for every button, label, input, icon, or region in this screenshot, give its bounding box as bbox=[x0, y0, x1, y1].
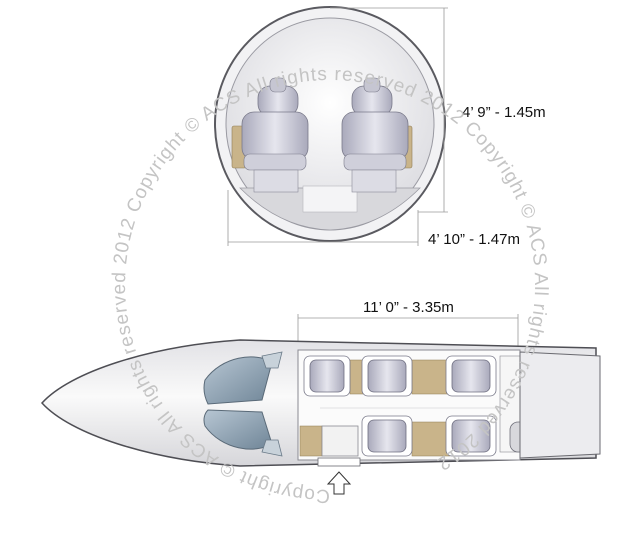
plan-seat-3 bbox=[445, 355, 497, 397]
width-dimension: 4’ 10” - 1.47m bbox=[227, 190, 520, 248]
plan-seat-2 bbox=[361, 355, 413, 397]
cabin-height-label: 4’ 9” - 1.45m bbox=[462, 104, 546, 121]
tail-section bbox=[519, 351, 601, 459]
plan-seat-5 bbox=[445, 415, 497, 457]
cabin-length-label: 11’ 0” - 3.35m bbox=[363, 299, 454, 316]
length-dimension: 11’ 0” - 3.35m bbox=[297, 299, 519, 350]
center-aisle bbox=[302, 185, 358, 213]
height-dimension: 4’ 9” - 1.45m bbox=[330, 7, 546, 213]
galley-cabinet bbox=[321, 425, 359, 457]
plan-ledge-bottom-1 bbox=[299, 425, 323, 457]
cross-section-seat-right bbox=[341, 77, 409, 193]
cockpit-side-window-top bbox=[261, 351, 283, 369]
cabin-plan-view bbox=[40, 339, 601, 495]
cabin-cross-section bbox=[214, 6, 446, 242]
entry-arrow-icon bbox=[326, 471, 352, 495]
cabin-width-label: 4’ 10” - 1.47m bbox=[428, 231, 520, 248]
plan-ledge-top-2 bbox=[411, 359, 451, 395]
entry-door bbox=[317, 457, 361, 467]
plan-seat-1 bbox=[303, 355, 351, 397]
cockpit-side-window-bottom bbox=[261, 439, 283, 457]
plan-seat-4 bbox=[361, 415, 413, 457]
plan-ledge-bottom-2 bbox=[411, 421, 451, 457]
cross-section-seat-left bbox=[241, 77, 309, 193]
